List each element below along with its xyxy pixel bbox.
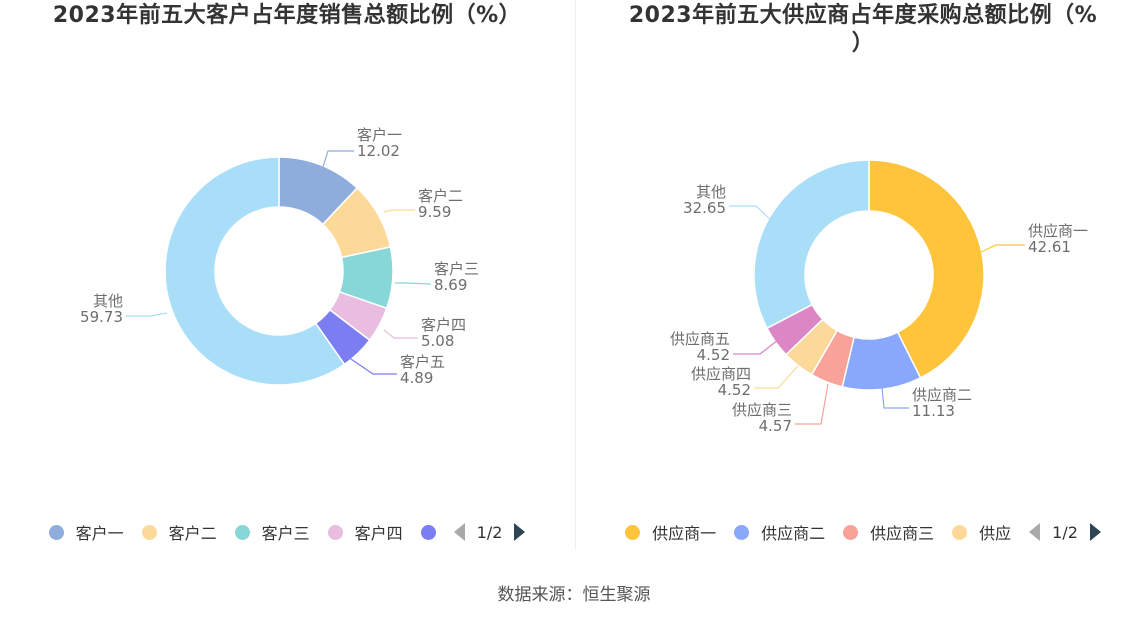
customer-chart-title: 2023年前五大客户占年度销售总额比例（%） bbox=[52, 3, 522, 28]
supplier-slice-1[interactable] bbox=[868, 159, 985, 379]
customer-legend-pager: 1/2 bbox=[453, 522, 526, 542]
supplier-legend-label-2: 供应商二 bbox=[761, 524, 826, 543]
customer-leader-line-6 bbox=[126, 312, 168, 317]
customer-label-value-5: 4.89 bbox=[400, 369, 433, 387]
customer-label-value-3: 8.69 bbox=[434, 276, 467, 294]
customer-legend[interactable]: 客户一 客户二 客户三 客户四 1/2 bbox=[0, 519, 574, 545]
supplier-legend-item-1[interactable]: 供应商一 bbox=[625, 520, 716, 544]
customer-legend-item-3[interactable]: 客户三 bbox=[234, 520, 310, 544]
customer-leader-line-2 bbox=[383, 209, 415, 213]
supplier-legend-pager: 1/2 bbox=[1029, 523, 1101, 542]
legend-marker-icon bbox=[625, 524, 641, 540]
data-source: 数据来源：恒生聚源 bbox=[497, 585, 651, 605]
supplier-legend-page: 1/2 bbox=[1052, 522, 1078, 542]
supplier-legend-item-3[interactable]: 供应商三 bbox=[843, 520, 934, 544]
supplier-label-name-4: 供应商四 bbox=[691, 365, 751, 383]
next-page-icon[interactable] bbox=[1089, 523, 1101, 541]
prev-page-icon[interactable] bbox=[453, 523, 465, 541]
customer-label-value-4: 5.08 bbox=[421, 332, 454, 350]
supplier-chart-title: 2023年前五大供应商占年度采购总额比例（% ） bbox=[628, 3, 1098, 56]
supplier-legend-item-4[interactable]: 供应 bbox=[952, 520, 1011, 544]
customer-label-name-1: 客户一 bbox=[357, 126, 402, 144]
supplier-legend-label-4: 供应 bbox=[979, 524, 1012, 543]
customer-legend-label-2: 客户二 bbox=[168, 524, 217, 543]
supplier-donut-chart: 供应商一42.61供应商二11.13供应商三4.57供应商四4.52供应商五4.… bbox=[670, 159, 1088, 435]
customer-chart-panel: 2023年前五大客户占年度销售总额比例（%） 客户一 12.02 客户二 9.59 客户… bbox=[0, 0, 574, 560]
supplier-slice-6[interactable] bbox=[753, 159, 870, 330]
supplier-label-value-1: 42.61 bbox=[1028, 238, 1071, 256]
supplier-label-value-2: 11.13 bbox=[912, 402, 955, 420]
supplier-label-value-6: 32.65 bbox=[683, 199, 726, 217]
customer-legend-item-1[interactable]: 客户一 bbox=[48, 520, 124, 544]
supplier-leader-line-2 bbox=[881, 387, 909, 409]
legend-marker-icon bbox=[48, 524, 64, 540]
supplier-label-value-3: 4.57 bbox=[759, 417, 792, 435]
customer-label-name-4: 客户四 bbox=[421, 316, 466, 334]
customer-legend-label-1: 客户一 bbox=[75, 524, 124, 543]
customer-legend-item-2[interactable]: 客户二 bbox=[141, 520, 217, 544]
supplier-legend-label-1: 供应商一 bbox=[652, 524, 717, 543]
customer-label-value-2: 9.59 bbox=[418, 203, 451, 221]
supplier-label-name-1: 供应商一 bbox=[1028, 222, 1088, 240]
customer-legend-label-3: 客户三 bbox=[261, 524, 310, 543]
customer-legend-item-5[interactable] bbox=[420, 524, 448, 540]
supplier-label-name-2: 供应商二 bbox=[912, 386, 972, 404]
prev-page-icon[interactable] bbox=[1029, 523, 1041, 541]
supplier-label-value-4: 4.52 bbox=[718, 381, 751, 399]
customer-legend-page: 1/2 bbox=[476, 522, 503, 542]
customer-label-value-6: 59.73 bbox=[80, 308, 123, 326]
customer-leader-line-4 bbox=[383, 329, 418, 339]
supplier-legend-label-3: 供应商三 bbox=[870, 524, 935, 543]
customer-label-name-2: 客户二 bbox=[418, 187, 463, 205]
supplier-label-value-5: 4.52 bbox=[697, 346, 730, 364]
customer-slice-6[interactable] bbox=[164, 156, 346, 386]
customer-label-name-3: 客户三 bbox=[434, 260, 479, 278]
legend-marker-icon bbox=[734, 524, 750, 540]
supplier-chart-panel: 2023年前五大供应商占年度采购总额比例（% ） 供应商一 42.61 供应商二 11… bbox=[576, 0, 1148, 560]
customer-legend-label-4: 客户四 bbox=[354, 524, 403, 543]
customer-label-name-6: 其他 bbox=[93, 292, 123, 310]
supplier-leader-line-4 bbox=[754, 365, 799, 389]
supplier-label-name-5: 供应商五 bbox=[670, 330, 730, 348]
next-page-icon[interactable] bbox=[514, 523, 526, 541]
customer-label-value-1: 12.02 bbox=[357, 142, 400, 160]
supplier-label-name-6: 其他 bbox=[696, 183, 726, 201]
supplier-leader-line-5 bbox=[733, 339, 779, 355]
customer-leader-line-5 bbox=[347, 356, 397, 375]
legend-marker-icon bbox=[952, 524, 968, 540]
supplier-leader-line-1 bbox=[980, 244, 1025, 253]
legend-marker-icon bbox=[234, 524, 250, 540]
supplier-leader-line-6 bbox=[729, 205, 774, 223]
panel-divider bbox=[575, 0, 576, 550]
legend-marker-icon bbox=[141, 524, 157, 540]
supplier-legend[interactable]: 供应商一 供应商二 供应商三 供应 1/2 bbox=[576, 519, 1148, 545]
customer-label-name-5: 客户五 bbox=[400, 353, 445, 371]
supplier-label-name-3: 供应商三 bbox=[732, 401, 792, 419]
legend-marker-icon bbox=[327, 524, 343, 540]
customer-leader-line-1 bbox=[321, 150, 354, 171]
supplier-leader-line-3 bbox=[795, 383, 829, 425]
legend-marker-icon bbox=[843, 524, 859, 540]
customer-leader-line-3 bbox=[395, 282, 432, 285]
customer-legend-item-4[interactable]: 客户四 bbox=[327, 520, 403, 544]
legend-marker-icon bbox=[420, 524, 436, 540]
supplier-legend-item-2[interactable]: 供应商二 bbox=[734, 520, 825, 544]
